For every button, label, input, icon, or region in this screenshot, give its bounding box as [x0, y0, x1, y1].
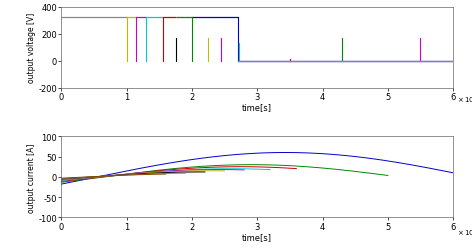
X-axis label: time[s]: time[s] [242, 103, 272, 112]
Text: $\times\,10^{-5}$: $\times\,10^{-5}$ [457, 227, 472, 238]
Y-axis label: output voltage [V]: output voltage [V] [26, 13, 36, 83]
Y-axis label: output current [A]: output current [A] [26, 142, 36, 212]
X-axis label: time[s]: time[s] [242, 232, 272, 241]
Text: $\times\,10^{-5}$: $\times\,10^{-5}$ [457, 95, 472, 106]
